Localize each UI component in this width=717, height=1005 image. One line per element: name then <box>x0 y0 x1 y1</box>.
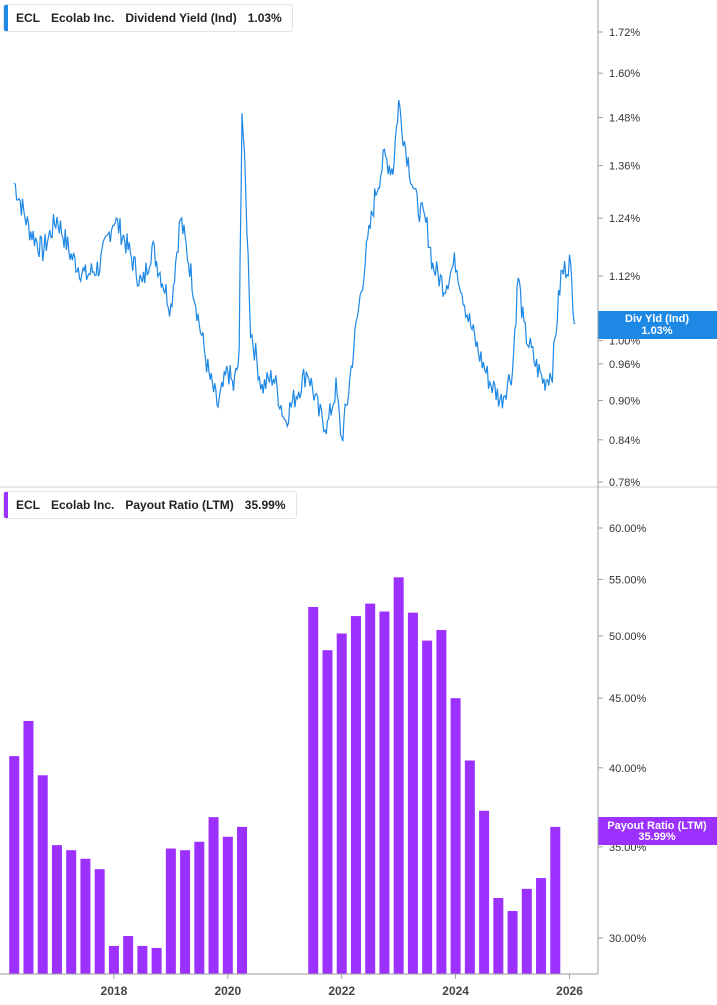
payout-price-badge: Payout Ratio (LTM) 35.99% <box>598 817 717 845</box>
yield-tick-label: 0.90% <box>609 396 640 408</box>
yield-tick-label: 1.12% <box>609 271 640 283</box>
x-tick-label: 2022 <box>328 984 355 998</box>
yield-price-badge: Div Yld (Ind) 1.03% <box>598 311 717 339</box>
x-tick-label: 2020 <box>214 984 241 998</box>
payout-axis: 60.00%55.00%50.00%45.00%40.00%35.00%30.0… <box>598 523 647 945</box>
payout-bar <box>308 606 319 974</box>
payout-bar <box>322 650 333 974</box>
payout-legend-metric: Payout Ratio (LTM) <box>125 498 234 512</box>
yield-tick-label: 1.72% <box>609 27 640 39</box>
payout-bar <box>464 760 475 974</box>
yield-legend-value: 1.03% <box>247 11 282 25</box>
payout-tick-label: 55.00% <box>609 574 647 586</box>
payout-bar <box>521 888 532 974</box>
payout-bar <box>550 826 561 974</box>
payout-bar <box>94 869 105 974</box>
yield-legend[interactable]: ECL Ecolab Inc. Dividend Yield (Ind) 1.0… <box>3 4 293 32</box>
payout-bar <box>407 612 418 974</box>
payout-tick-label: 40.00% <box>609 763 647 775</box>
payout-bar <box>493 897 504 974</box>
yield-tick-label: 0.84% <box>609 435 640 447</box>
payout-bar <box>9 756 20 974</box>
payout-bar <box>222 836 233 974</box>
payout-badge-value: 35.99% <box>638 831 676 843</box>
payout-legend-swatch <box>4 492 8 518</box>
yield-legend-company: Ecolab Inc. <box>51 11 115 25</box>
yield-tick-label: 1.48% <box>609 113 640 125</box>
yield-tick-label: 1.24% <box>609 213 640 225</box>
payout-bar <box>194 841 205 974</box>
payout-bar <box>123 936 134 974</box>
payout-bar <box>23 720 34 974</box>
yield-badge-label: Div Yld (Ind) <box>625 313 689 325</box>
yield-tick-label: 1.36% <box>609 161 640 173</box>
yield-tick-label: 0.78% <box>609 477 640 489</box>
yield-badge-value: 1.03% <box>641 325 672 337</box>
yield-line <box>13 99 576 442</box>
payout-legend[interactable]: ECL Ecolab Inc. Payout Ratio (LTM) 35.99… <box>3 491 297 519</box>
yield-legend-metric: Dividend Yield (Ind) <box>125 11 237 25</box>
payout-bar <box>208 817 219 974</box>
payout-bar <box>379 611 390 974</box>
payout-bars <box>9 577 561 974</box>
payout-bar <box>536 878 547 974</box>
payout-bar <box>80 858 91 974</box>
yield-tick-label: 0.96% <box>609 359 640 371</box>
payout-bar <box>108 945 119 974</box>
payout-bar <box>137 945 148 974</box>
x-tick-label: 2018 <box>101 984 128 998</box>
yield-tick-label: 1.60% <box>609 68 640 80</box>
payout-tick-label: 60.00% <box>609 523 647 535</box>
payout-bar <box>436 629 447 974</box>
x-axis: 2018 2020 2022 2024 2026 <box>101 974 583 998</box>
payout-bar <box>479 810 490 974</box>
payout-legend-ticker: ECL <box>16 498 40 512</box>
payout-bar <box>37 775 48 974</box>
payout-bar <box>237 826 248 974</box>
payout-bar <box>350 616 361 974</box>
payout-bar <box>450 698 461 974</box>
yield-axis: 1.72%1.60%1.48%1.36%1.24%1.12%1.00%0.96%… <box>598 27 640 489</box>
payout-legend-company: Ecolab Inc. <box>51 498 115 512</box>
payout-bar <box>51 845 62 974</box>
payout-legend-value: 35.99% <box>244 498 286 512</box>
yield-legend-ticker: ECL <box>16 11 40 25</box>
payout-bar <box>422 640 433 974</box>
payout-bar <box>393 577 404 974</box>
payout-bar <box>151 947 162 974</box>
payout-badge-label: Payout Ratio (LTM) <box>607 820 707 832</box>
payout-bar <box>165 848 176 974</box>
yield-legend-swatch <box>4 5 8 31</box>
x-tick-label: 2026 <box>556 984 583 998</box>
x-tick-label: 2024 <box>442 984 469 998</box>
payout-bar <box>336 633 347 974</box>
payout-bar <box>180 850 191 974</box>
payout-bar <box>365 603 376 974</box>
payout-tick-label: 45.00% <box>609 693 647 705</box>
payout-tick-label: 30.00% <box>609 933 647 945</box>
payout-bar <box>66 850 77 974</box>
payout-bar <box>507 911 518 974</box>
payout-tick-label: 50.00% <box>609 631 647 643</box>
